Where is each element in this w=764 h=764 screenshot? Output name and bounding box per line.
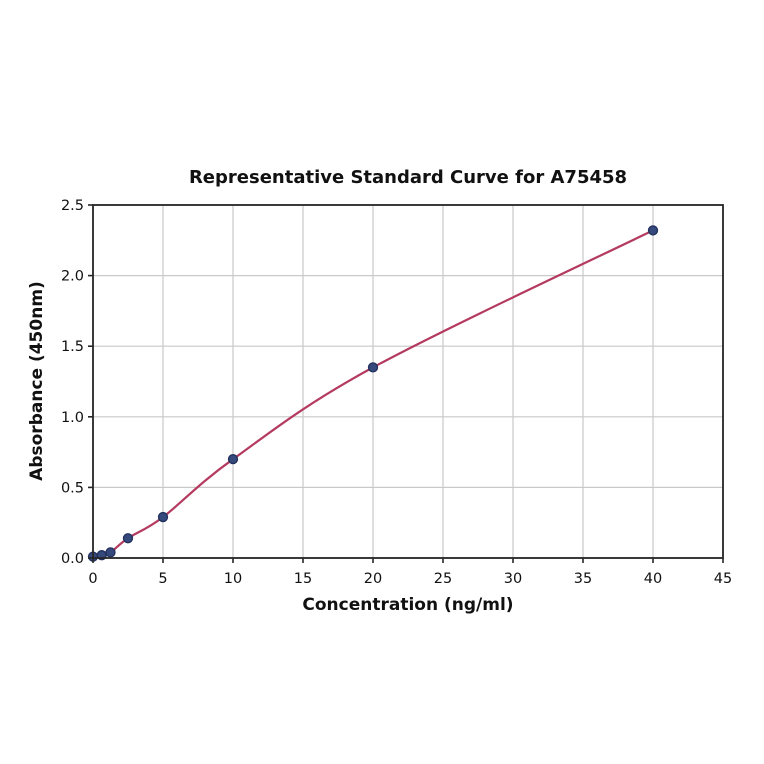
y-tick-label: 2.0 [61,269,84,285]
axes-spines [92,204,724,559]
chart-title: Representative Standard Curve for A75458 [189,167,627,188]
plot-border [92,204,724,559]
x-tick-label: 45 [714,571,732,587]
x-tick-label: 35 [574,571,592,587]
y-tick-label: 0.5 [61,480,84,496]
data-point [227,454,239,465]
y-tick-label: 1.0 [61,410,84,426]
data-points [87,225,659,562]
x-tick-label: 40 [644,571,662,587]
x-axis-label: Concentration (ng/ml) [302,595,513,615]
y-tick-label: 2.5 [61,198,84,214]
y-tick-label: 0.0 [61,551,84,567]
data-point [122,533,134,544]
x-tick-label: 25 [434,571,452,587]
x-tick-label: 15 [294,571,312,587]
data-point [157,511,169,523]
x-tick-label: 5 [158,571,167,587]
data-point [367,362,379,373]
x-tick-label: 20 [364,571,382,587]
data-point [105,547,116,558]
x-tick-label: 30 [504,571,522,587]
data-point [647,225,659,236]
y-axis-label: Absorbance (450nm) [27,281,47,481]
x-tick-label: 10 [224,571,242,587]
axis-tick-labels: 0 5 10 15 20 25 30 35 40 45 0.0 0.5 1.0 1.5 2.0 2.5 [61,198,732,587]
x-tick-label: 0 [88,571,97,587]
grid [92,204,724,559]
axis-ticks [88,204,724,563]
y-tick-label: 1.5 [61,339,84,355]
